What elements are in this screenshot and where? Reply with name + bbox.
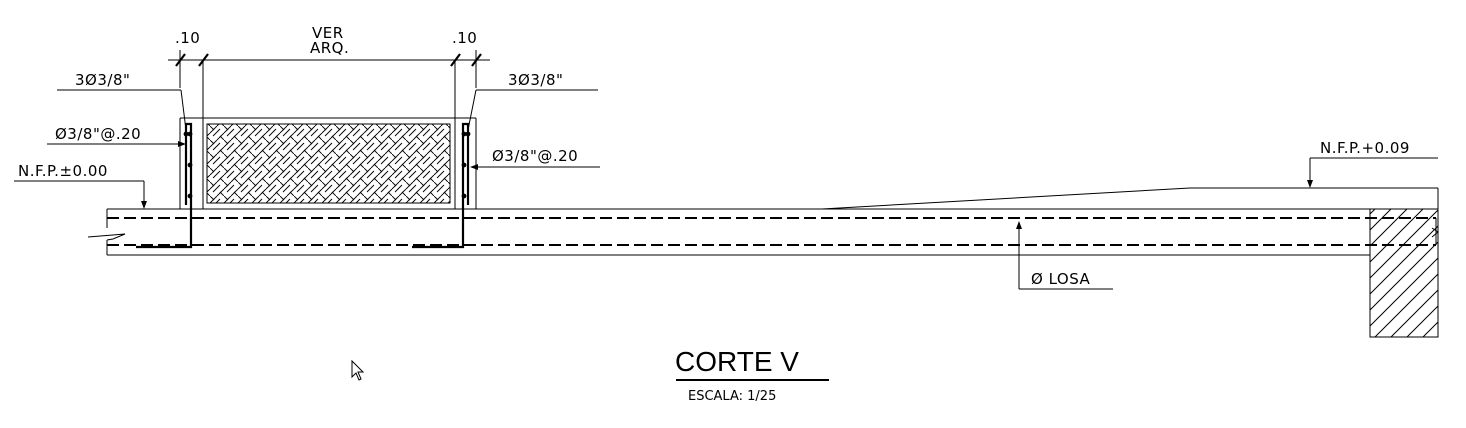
- masonry-fill: [206, 123, 451, 204]
- slope-line: [821, 187, 1191, 210]
- dimension-line: [168, 50, 490, 88]
- level-marker-right: [1307, 157, 1438, 188]
- leader-stirrup-left: [47, 141, 186, 147]
- bars-right-label: 3Ø3/8": [508, 71, 563, 89]
- left-stirrup: [136, 122, 193, 249]
- stirrup-left-label: Ø3/8"@.20: [55, 125, 141, 143]
- level-marker-left: [14, 180, 147, 209]
- leader-slab: [1016, 221, 1113, 290]
- section-title: CORTE V: [675, 346, 799, 377]
- break-symbol: [87, 233, 126, 241]
- right-stirrup: [412, 122, 471, 249]
- cursor-icon: [351, 359, 365, 381]
- leader-bars-right: [467, 89, 598, 131]
- leader-stirrup-right: [470, 164, 600, 170]
- level-right-label: N.F.P.+0.09: [1320, 139, 1410, 157]
- leader-bars-left: [57, 89, 187, 131]
- curb: [179, 60, 477, 209]
- bars-left-label: 3Ø3/8": [75, 71, 130, 89]
- slab: [87, 187, 1439, 256]
- stirrup-right-label: Ø3/8"@.20: [492, 147, 578, 165]
- scale-label: ESCALA: 1/25: [688, 389, 776, 404]
- level-left-label: N.F.P.±0.00: [18, 162, 108, 180]
- slab-label: Ø LOSA: [1031, 270, 1091, 288]
- ver-label-line2: ARQ.: [310, 39, 349, 57]
- edge-beam: [1369, 208, 1439, 338]
- ver-label-line1: VER: [312, 24, 344, 42]
- dim-right-label: .10: [452, 29, 477, 47]
- dim-left-label: .10: [175, 29, 200, 47]
